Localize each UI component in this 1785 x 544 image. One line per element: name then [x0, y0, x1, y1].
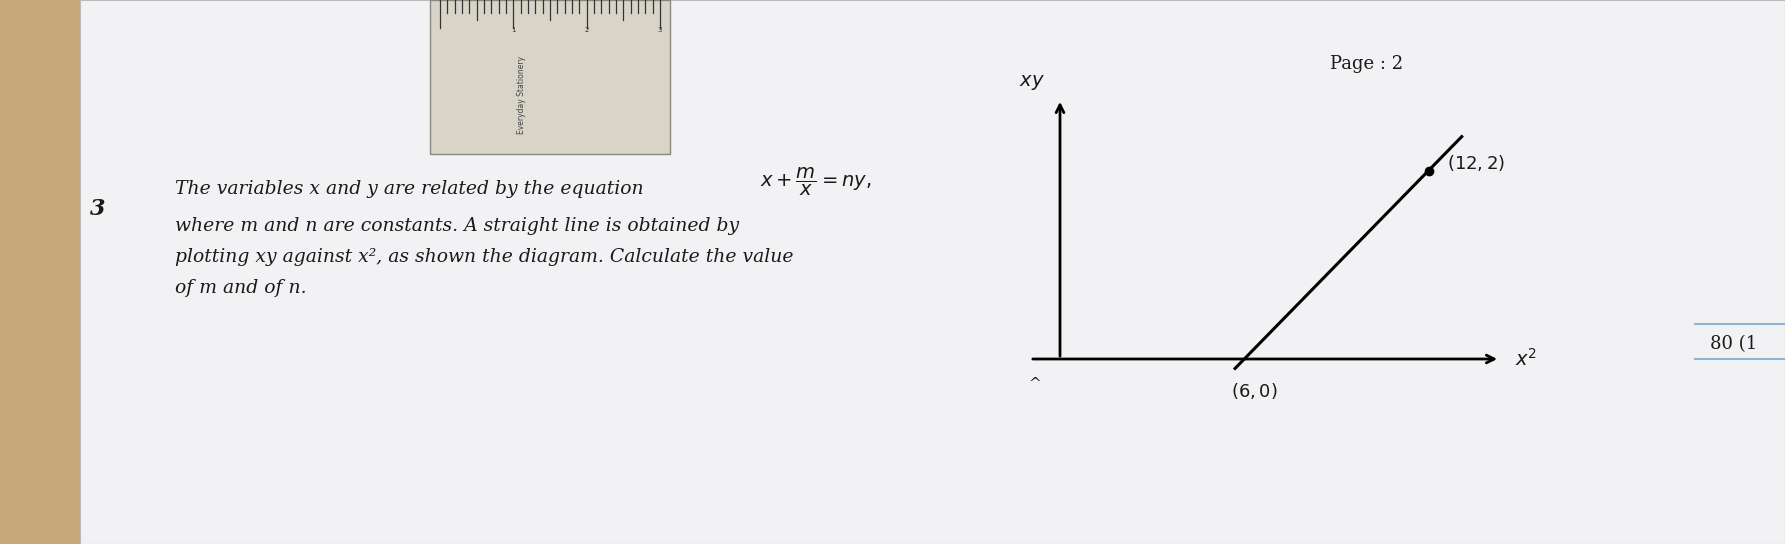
Text: $x+\dfrac{m}{x}=ny,$: $x+\dfrac{m}{x}=ny,$ — [760, 166, 871, 198]
Text: $xy$: $xy$ — [1019, 73, 1044, 92]
Text: where m and n are constants. A straight line is obtained by: where m and n are constants. A straight … — [175, 217, 739, 235]
Text: of m and of n.: of m and of n. — [175, 279, 307, 297]
Text: The variables x and y are related by the equation: The variables x and y are related by the… — [175, 180, 644, 198]
Text: 3: 3 — [657, 27, 662, 33]
Text: $(12, 2)$: $(12, 2)$ — [1446, 152, 1505, 172]
Text: $(6, 0)$: $(6, 0)$ — [1232, 381, 1278, 401]
Text: 80 (1: 80 (1 — [1710, 335, 1756, 353]
Text: 1: 1 — [511, 27, 516, 33]
Text: 3: 3 — [89, 198, 105, 220]
Polygon shape — [80, 0, 1785, 544]
Text: Page : 2: Page : 2 — [1330, 55, 1403, 73]
Text: ^: ^ — [1028, 377, 1041, 391]
Text: $x^2$: $x^2$ — [1515, 348, 1537, 370]
Text: plotting xy against x², as shown the diagram. Calculate the value: plotting xy against x², as shown the dia… — [175, 248, 794, 266]
Polygon shape — [0, 0, 80, 544]
Bar — [430, 0, 669, 154]
Text: Everyday Stationery: Everyday Stationery — [516, 56, 527, 134]
Text: 2: 2 — [584, 27, 589, 33]
